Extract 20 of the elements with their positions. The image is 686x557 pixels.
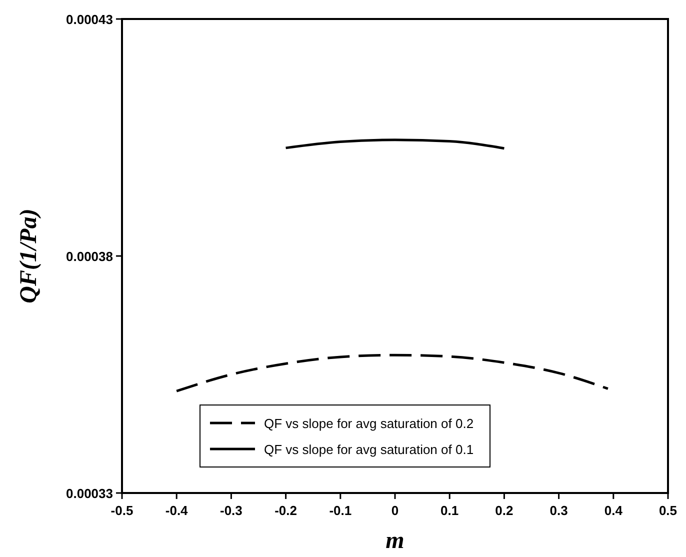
y-tick-label: 0.00033 [66, 486, 113, 501]
line-series [175, 354, 610, 392]
x-axis-title: m [386, 528, 404, 554]
legend-label: QF vs slope for avg saturation of 0.2 [264, 416, 474, 431]
legend-label: QF vs slope for avg saturation of 0.1 [264, 442, 474, 457]
y-tick-label: 0.00038 [66, 249, 113, 264]
x-tick-label: -0.1 [329, 503, 352, 518]
x-tick-label: -0.4 [165, 503, 189, 518]
x-tick-label: -0.2 [274, 503, 298, 518]
x-tick-label: 0.3 [550, 503, 568, 518]
x-tick-label: 0.1 [440, 503, 459, 518]
x-tick-label: 0 [391, 503, 399, 518]
x-tick-label: -0.3 [220, 503, 242, 518]
x-tick-label: 0.5 [658, 503, 678, 518]
x-tick-label: 0.2 [495, 503, 514, 518]
y-tick-label: 0.00043 [66, 12, 113, 27]
line-series [284, 138, 506, 150]
x-tick-label: -0.5 [110, 503, 134, 518]
y-axis-title: QF(1/Pa) [16, 208, 42, 304]
x-tick-label: 0.4 [604, 503, 624, 518]
